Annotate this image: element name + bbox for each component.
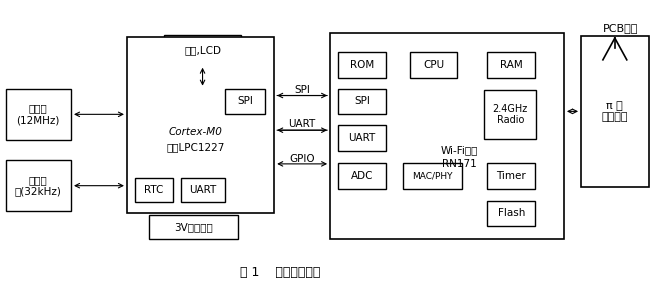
- Text: UART: UART: [189, 185, 216, 195]
- Bar: [149, 215, 239, 239]
- Bar: [163, 35, 241, 65]
- Text: PCB天线: PCB天线: [603, 23, 639, 33]
- Bar: [338, 88, 386, 114]
- Bar: [338, 163, 386, 189]
- Bar: [338, 125, 386, 151]
- Bar: [7, 88, 71, 140]
- Bar: [181, 178, 226, 201]
- Text: 内核LPC1227: 内核LPC1227: [166, 142, 224, 152]
- Bar: [581, 36, 649, 187]
- Bar: [338, 52, 386, 78]
- Text: π 型
滤波电路: π 型 滤波电路: [602, 101, 628, 122]
- Bar: [330, 33, 564, 239]
- Text: RN171: RN171: [442, 159, 477, 169]
- Text: SPI: SPI: [294, 85, 310, 95]
- Text: GPIO: GPIO: [289, 154, 315, 164]
- Bar: [127, 37, 274, 214]
- Text: 按键,LCD: 按键,LCD: [184, 45, 221, 55]
- Text: 图 1    硬件设计框图: 图 1 硬件设计框图: [240, 266, 320, 279]
- Text: MAC/PHY: MAC/PHY: [412, 171, 453, 180]
- Text: SPI: SPI: [237, 96, 253, 107]
- Text: 睡眠时
钟(32kHz): 睡眠时 钟(32kHz): [15, 175, 62, 197]
- Text: UART: UART: [289, 119, 316, 129]
- Text: 3V供电单元: 3V供电单元: [174, 222, 213, 232]
- Bar: [487, 201, 535, 226]
- Text: Wi-Fi模组: Wi-Fi模组: [441, 145, 478, 155]
- Text: ROM: ROM: [350, 60, 374, 70]
- Bar: [135, 178, 173, 201]
- Text: 2.4GHz
Radio: 2.4GHz Radio: [492, 104, 528, 125]
- Bar: [409, 52, 458, 78]
- Text: Timer: Timer: [496, 171, 526, 181]
- Bar: [487, 52, 535, 78]
- Text: Flash: Flash: [498, 208, 525, 218]
- Text: RAM: RAM: [500, 60, 523, 70]
- Text: UART: UART: [348, 133, 375, 143]
- Bar: [7, 160, 71, 211]
- Text: 主时钟
(12MHz): 主时钟 (12MHz): [17, 104, 60, 125]
- Text: SPI: SPI: [354, 96, 370, 107]
- Text: CPU: CPU: [423, 60, 444, 70]
- Text: ADC: ADC: [350, 171, 373, 181]
- Bar: [403, 163, 462, 189]
- Bar: [226, 88, 265, 114]
- Text: RTC: RTC: [144, 185, 163, 195]
- Bar: [484, 90, 536, 139]
- Text: Cortex-M0: Cortex-M0: [169, 127, 222, 137]
- Bar: [487, 163, 535, 189]
